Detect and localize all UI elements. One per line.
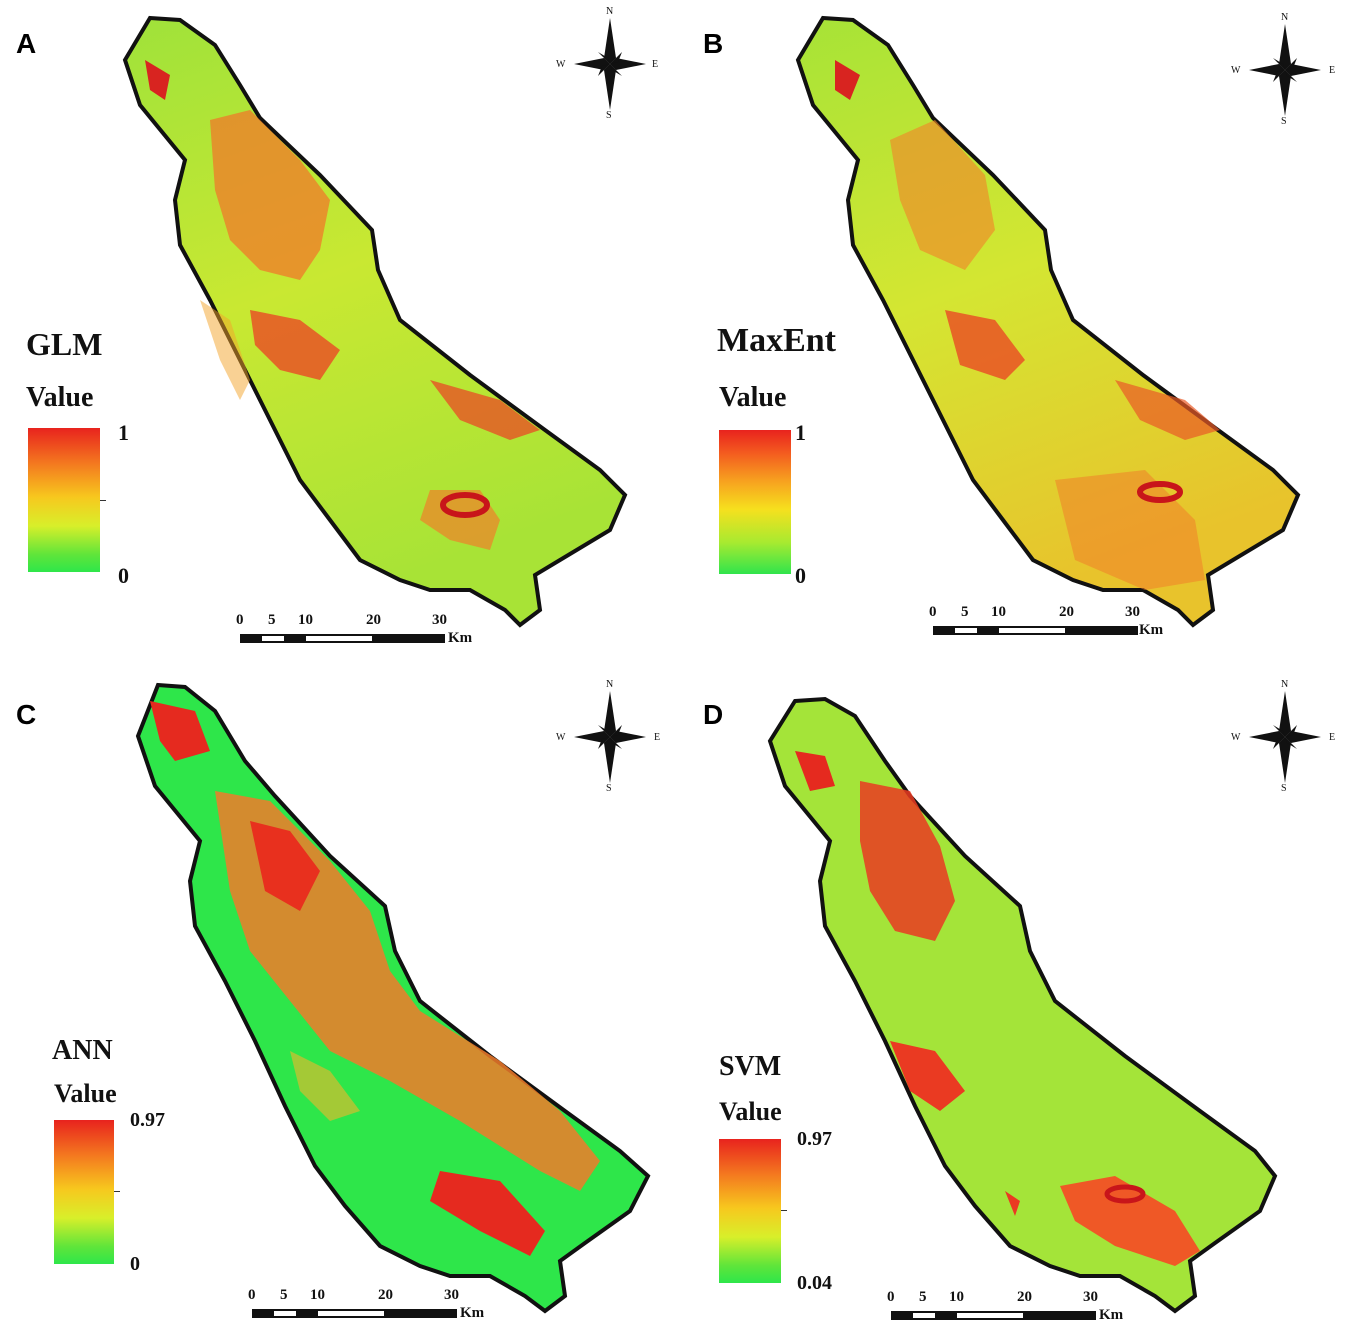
scale-unit: Km <box>448 630 473 646</box>
compass-e: E <box>1329 732 1336 743</box>
map-a <box>122 15 628 628</box>
legend-tick <box>781 1210 787 1211</box>
compass-s: S <box>1281 116 1287 127</box>
study-area-outline <box>767 696 1278 1314</box>
model-name: SVM <box>719 1051 782 1082</box>
scale-tick-0: 0 <box>248 1287 256 1303</box>
north-arrow-icon <box>574 691 646 783</box>
scale-tick-20: 20 <box>366 612 381 628</box>
scale-tick-5: 5 <box>961 604 969 620</box>
scale-tick-30: 30 <box>432 612 447 628</box>
panel-letter: A <box>16 28 37 59</box>
north-arrow-icon <box>1249 691 1321 783</box>
panel-d: D SVM Value 0.97 0.04 N S W E 0 5 10 20 … <box>675 671 1350 1342</box>
scale-tick-30: 30 <box>1083 1289 1098 1305</box>
compass-s: S <box>1281 783 1287 794</box>
compass-e: E <box>652 59 659 70</box>
scale-tick-30: 30 <box>444 1287 459 1303</box>
legend-tick <box>114 1191 120 1192</box>
legend-min: 0 <box>795 563 806 588</box>
compass-e: E <box>654 732 661 743</box>
legend-title: Value <box>719 382 787 413</box>
map-b <box>795 15 1301 628</box>
scale-tick-10: 10 <box>949 1289 964 1305</box>
compass-n: N <box>606 679 614 690</box>
compass-n: N <box>1281 679 1289 690</box>
panel-letter: B <box>703 28 724 59</box>
scale-tick-5: 5 <box>919 1289 927 1305</box>
legend-min: 0.04 <box>797 1272 832 1294</box>
scale-unit: Km <box>1139 622 1164 638</box>
map-c <box>135 682 651 1314</box>
compass-w: W <box>1231 732 1241 743</box>
scale-tick-0: 0 <box>236 612 244 628</box>
panel-b: B MaxEnt Value 1 0 N S W E 0 5 10 20 30 … <box>675 0 1350 671</box>
scale-tick-20: 20 <box>378 1287 393 1303</box>
compass-w: W <box>556 732 566 743</box>
panel-letter: D <box>703 699 724 730</box>
legend-colorbar <box>54 1120 114 1264</box>
compass-w: W <box>556 59 566 70</box>
legend-max: 0.97 <box>797 1128 832 1150</box>
legend-min: 0 <box>130 1253 140 1275</box>
compass-s: S <box>606 110 612 121</box>
scale-tick-0: 0 <box>887 1289 895 1305</box>
scale-tick-5: 5 <box>280 1287 288 1303</box>
compass-e: E <box>1329 65 1336 76</box>
legend-max: 1 <box>118 420 129 445</box>
panel-c: C ANN Value 0.97 0 N S W E 0 5 10 20 30 … <box>0 671 675 1342</box>
scale-bar <box>240 634 445 643</box>
scale-unit: Km <box>460 1305 485 1321</box>
scale-bar <box>252 1309 457 1318</box>
compass-s: S <box>606 783 612 794</box>
scale-tick-10: 10 <box>298 612 313 628</box>
scale-tick-10: 10 <box>310 1287 325 1303</box>
legend-title: Value <box>719 1097 782 1126</box>
scale-tick-0: 0 <box>929 604 937 620</box>
map-d <box>767 696 1278 1314</box>
scale-tick-30: 30 <box>1125 604 1140 620</box>
study-area-outline <box>122 15 628 628</box>
scale-tick-20: 20 <box>1017 1289 1032 1305</box>
scale-bar <box>933 626 1138 635</box>
legend-colorbar <box>719 1139 781 1283</box>
legend-title: Value <box>54 1079 117 1108</box>
model-name: ANN <box>52 1035 113 1066</box>
legend-colorbar <box>28 428 100 572</box>
model-name: GLM <box>26 326 103 362</box>
legend-title: Value <box>26 382 94 413</box>
legend-max: 0.97 <box>130 1109 165 1131</box>
scale-tick-10: 10 <box>991 604 1006 620</box>
scale-tick-5: 5 <box>268 612 276 628</box>
compass-n: N <box>606 6 614 17</box>
compass-w: W <box>1231 65 1241 76</box>
model-name: MaxEnt <box>717 322 836 359</box>
legend-max: 1 <box>795 420 806 445</box>
scale-unit: Km <box>1099 1307 1124 1323</box>
study-area-outline <box>795 15 1301 628</box>
panel-a: A GLM Value 1 0 N S W E 0 5 10 20 30 Km <box>0 0 675 671</box>
panel-letter: C <box>16 699 37 730</box>
legend-min: 0 <box>118 563 129 588</box>
north-arrow-icon <box>1249 24 1321 116</box>
compass-n: N <box>1281 12 1289 23</box>
legend-colorbar <box>719 430 791 574</box>
north-arrow-icon <box>574 18 646 110</box>
scale-tick-20: 20 <box>1059 604 1074 620</box>
legend-tick <box>100 500 106 501</box>
scale-bar <box>891 1311 1096 1320</box>
